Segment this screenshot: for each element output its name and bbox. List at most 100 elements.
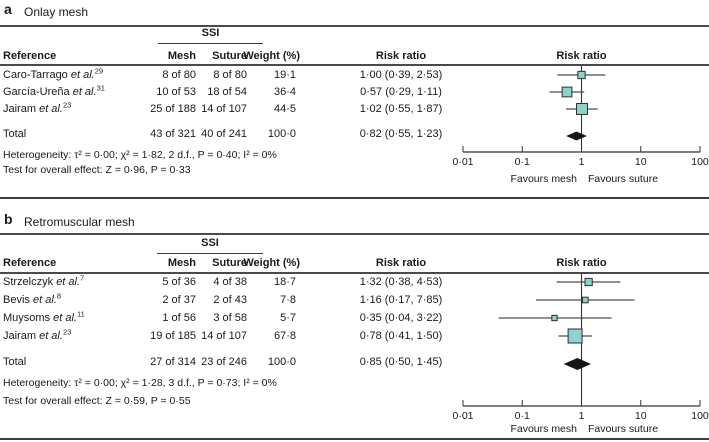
horizontal-rule	[158, 43, 263, 45]
axis-tick-label: 0·01	[452, 156, 474, 168]
column-header-risk-ratio: Risk ratio	[375, 257, 427, 269]
pooled-diamond	[566, 131, 587, 141]
study-etal: et al.	[39, 103, 63, 115]
mesh-events-cell: 2 of 37	[162, 294, 196, 306]
favours-right-label: Favours suture	[588, 423, 659, 435]
study-reference: Jairam et al.23	[3, 100, 72, 116]
axis-tick-label: 0·1	[514, 410, 530, 422]
study-etal: et al.	[39, 330, 63, 342]
citation-superscript: 8	[56, 291, 61, 301]
column-header-reference: Reference	[3, 50, 57, 62]
axis-tick-label: 100	[691, 410, 709, 422]
axis-tick-label: 1	[578, 156, 585, 168]
suture-events-cell: 4 of 38	[213, 276, 247, 288]
column-header-risk-ratio: Risk ratio	[375, 50, 427, 62]
risk-ratio-cell: 0·35 (0·04, 3·22)	[359, 312, 443, 324]
column-header-mesh: Mesh	[167, 50, 196, 62]
study-reference: Strzelczyk et al.7	[3, 273, 85, 289]
risk-ratio-cell: 1·32 (0·38, 4·53)	[359, 276, 443, 288]
total-label: Total	[3, 128, 27, 140]
suture-events-cell: 14 of 107	[201, 330, 247, 342]
weight-cell: 44·5	[273, 103, 296, 115]
mesh-events-cell: 19 of 185	[150, 330, 196, 342]
horizontal-rule	[0, 25, 709, 27]
ssi-group-header: SSI	[201, 237, 219, 249]
mesh-events-cell: 8 of 80	[162, 69, 196, 81]
risk-ratio-cell: 1·00 (0·39, 2·53)	[359, 69, 443, 81]
panel-title: Onlay mesh	[24, 5, 89, 19]
ssi-group-header: SSI	[201, 27, 220, 39]
total-label: Total	[3, 356, 27, 368]
axis-tick-label: 0·01	[452, 410, 474, 422]
horizontal-rule	[157, 253, 263, 255]
panel-letter: b	[4, 211, 13, 227]
heterogeneity-text: Heterogeneity: τ² = 0·00; χ² = 1·28, 3 d…	[3, 377, 277, 389]
total-weight-cell: 100·0	[267, 128, 296, 140]
citation-superscript: 29	[94, 66, 104, 76]
overall-effect-text: Test for overall effect: Z = 0·59, P = 0…	[3, 395, 191, 407]
citation-superscript: 7	[80, 273, 85, 283]
effect-square	[582, 296, 589, 304]
citation-superscript: 31	[96, 83, 105, 93]
overall-effect-text: Test for overall effect: Z = 0·96, P = 0…	[3, 164, 191, 176]
study-etal: et al.	[56, 276, 81, 288]
panel-letter: a	[4, 1, 12, 17]
study-author: Strzelczyk	[3, 276, 54, 288]
weight-cell: 5·7	[280, 312, 296, 324]
study-etal: et al.	[70, 69, 95, 81]
column-header-weight: Weight (%)	[243, 257, 300, 269]
effect-square	[551, 314, 558, 322]
total-risk-ratio-cell: 0·82 (0·55, 1·23)	[359, 128, 443, 140]
axis-tick-label: 100	[691, 156, 709, 168]
total-mesh-cell: 43 of 321	[150, 128, 196, 140]
suture-events-cell: 8 of 80	[213, 69, 247, 81]
column-header-weight: Weight (%)	[243, 50, 300, 62]
favours-left-label: Favours mesh	[510, 173, 577, 185]
mesh-events-cell: 25 of 188	[150, 103, 196, 115]
horizontal-rule	[0, 64, 709, 66]
effect-square	[561, 86, 573, 98]
horizontal-rule	[0, 233, 709, 235]
weight-cell: 19·1	[273, 69, 296, 81]
study-etal: et al.	[53, 312, 77, 324]
effect-square	[584, 277, 593, 287]
pooled-diamond	[563, 358, 592, 370]
citation-superscript: 23	[62, 100, 72, 110]
study-etal: et al.	[32, 294, 57, 306]
study-author: Caro-Tarrago	[3, 69, 68, 81]
suture-events-cell: 2 of 43	[213, 294, 247, 306]
effect-square	[577, 70, 586, 80]
plot-header-risk-ratio: Risk ratio	[556, 50, 607, 62]
column-header-mesh: Mesh	[167, 257, 196, 269]
risk-ratio-cell: 0·78 (0·41, 1·50)	[359, 330, 443, 342]
study-reference: García-Ureña et al.31	[3, 83, 105, 99]
total-mesh-cell: 27 of 314	[150, 356, 196, 368]
total-suture-cell: 40 of 241	[201, 128, 247, 140]
study-etal: et al.	[72, 86, 97, 98]
axis-tick-label: 10	[634, 410, 647, 422]
total-suture-cell: 23 of 246	[201, 356, 247, 368]
column-header-suture: Suture	[212, 257, 247, 269]
mesh-events-cell: 1 of 56	[162, 312, 196, 324]
effect-square	[576, 103, 588, 115]
plot-header-risk-ratio: Risk ratio	[556, 257, 607, 269]
study-reference: Caro-Tarrago et al.29	[3, 66, 104, 82]
weight-cell: 67·8	[273, 330, 296, 342]
risk-ratio-cell: 0·57 (0·29, 1·11)	[360, 86, 442, 98]
study-reference: Muysoms et al.11	[3, 309, 85, 325]
column-header-reference: Reference	[3, 257, 57, 269]
axis-tick-label: 0·1	[514, 156, 530, 168]
total-weight-cell: 100·0	[267, 356, 296, 368]
favours-left-label: Favours mesh	[510, 423, 577, 435]
axis-tick-label: 10	[634, 156, 647, 168]
study-author: Bevis	[3, 294, 30, 306]
column-header-suture: Suture	[212, 50, 247, 62]
study-author: Jairam	[3, 103, 37, 115]
mesh-events-cell: 10 of 53	[156, 86, 196, 98]
study-author: Muysoms	[3, 312, 51, 324]
weight-cell: 18·7	[273, 276, 296, 288]
suture-events-cell: 3 of 58	[213, 312, 247, 324]
citation-superscript: 11	[76, 309, 85, 319]
study-author: Jairam	[3, 330, 37, 342]
